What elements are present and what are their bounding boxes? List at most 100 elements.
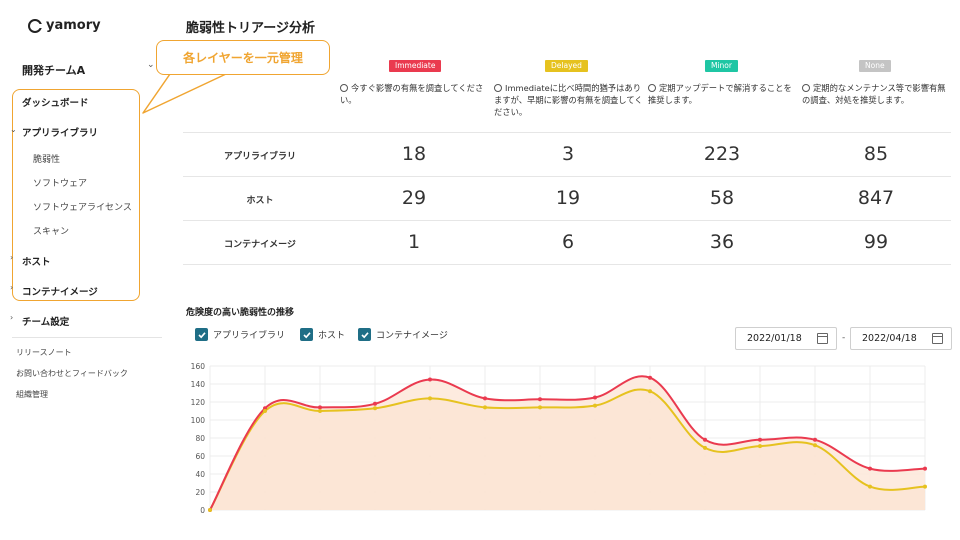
cell-host-immediate[interactable]: 29 <box>401 187 427 209</box>
cell-host-minor[interactable]: 58 <box>709 187 735 209</box>
cell-container-image-none[interactable]: 99 <box>863 231 889 253</box>
data-point-upper <box>703 437 707 442</box>
clock-icon <box>494 84 502 92</box>
calendar-icon[interactable] <box>817 333 828 344</box>
data-point-upper <box>813 437 817 442</box>
table-divider <box>183 132 951 133</box>
chevron-down-icon[interactable]: ⌄ <box>147 60 155 70</box>
chevron-right-icon[interactable]: › <box>10 313 14 322</box>
y-tick-label: 20 <box>195 488 205 497</box>
legend-container-image[interactable]: コンテナイメージ <box>358 328 448 341</box>
logo[interactable]: yamory <box>28 18 101 33</box>
sidebar-item-app-library[interactable]: アプリライブラリ <box>22 128 99 139</box>
callout-label: 各レイヤーを一元管理 <box>156 40 330 75</box>
sidebar-item-container-image[interactable]: コンテナイメージ <box>22 287 98 298</box>
data-point-upper <box>758 437 762 442</box>
row-label-container-image: コンテナイメージ <box>224 240 296 250</box>
y-tick-label: 100 <box>191 416 206 425</box>
cell-container-image-immediate[interactable]: 1 <box>407 231 421 253</box>
date-to-value: 2022/04/18 <box>862 333 917 344</box>
row-label-host: ホスト <box>246 196 274 206</box>
column-description-delayed: Immediateに比べ時間的猶予はありますが、早期に影響の有無を調査してくださ… <box>494 83 643 117</box>
data-point-upper <box>483 396 487 401</box>
chevron-right-icon[interactable]: › <box>10 283 14 292</box>
column-description-none: 定期的なメンテナンス等で影響有無の調査、対処を推奨します。 <box>802 83 946 105</box>
data-point-lower <box>703 445 707 450</box>
y-tick-label: 40 <box>195 470 205 479</box>
clock-icon <box>648 84 656 92</box>
date-separator: - <box>842 333 846 343</box>
badge-immediate: Immediate <box>389 60 442 72</box>
sidebar-item-vulnerability[interactable]: 脆弱性 <box>33 155 61 165</box>
page-title: 脆弱性トリアージ分析 <box>186 21 315 36</box>
sidebar-item-dashboard[interactable]: ダッシュボード <box>22 98 89 109</box>
table-divider <box>183 264 951 265</box>
data-point-upper <box>868 466 872 471</box>
checkbox-checked-icon[interactable] <box>300 328 313 341</box>
legend-host[interactable]: ホスト <box>300 328 345 341</box>
cell-container-image-minor[interactable]: 36 <box>709 231 735 253</box>
cell-host-none[interactable]: 847 <box>857 187 895 209</box>
data-point-upper <box>593 395 597 400</box>
sidebar-item-software-license[interactable]: ソフトウェアライセンス <box>33 203 132 213</box>
release-notes-link[interactable]: リリースノート <box>16 348 72 357</box>
badge-none: None <box>859 60 891 72</box>
badge-delayed: Delayed <box>545 60 588 72</box>
sidebar: yamory 開発チームA ⌄ ダッシュボード ⌄ アプリライブラリ 脆弱性 ソ… <box>0 0 162 540</box>
legend-app-library[interactable]: アプリライブラリ <box>195 328 285 341</box>
calendar-icon[interactable] <box>932 333 943 344</box>
badge-minor: Minor <box>705 60 738 72</box>
sidebar-item-software[interactable]: ソフトウェア <box>33 179 88 189</box>
data-point-upper <box>428 377 432 382</box>
date-from-value: 2022/01/18 <box>747 333 802 344</box>
data-point-lower <box>923 484 927 489</box>
trend-chart: 0 20 40 60 80 100 120 140 160 <box>191 362 927 515</box>
data-point-lower <box>373 406 377 411</box>
sidebar-item-scan[interactable]: スキャン <box>33 227 70 237</box>
feedback-link[interactable]: お問い合わせとフィードバック <box>16 369 128 378</box>
date-from-input[interactable]: 2022/01/18 <box>735 327 837 350</box>
data-point-lower <box>868 484 872 489</box>
sidebar-item-team-settings[interactable]: チーム設定 <box>22 317 70 328</box>
data-point-lower <box>318 409 322 413</box>
checkbox-checked-icon[interactable] <box>195 328 208 341</box>
sidebar-item-host[interactable]: ホスト <box>22 257 51 268</box>
cell-app-library-immediate[interactable]: 18 <box>401 143 427 165</box>
trend-chart-title: 危険度の高い脆弱性の推移 <box>186 308 295 318</box>
data-point-upper <box>538 397 542 402</box>
cell-app-library-delayed[interactable]: 3 <box>561 143 575 165</box>
y-tick-label: 0 <box>200 506 205 515</box>
chevron-down-icon[interactable]: ⌄ <box>10 125 17 134</box>
org-admin-link[interactable]: 組織管理 <box>16 390 48 399</box>
table-divider <box>183 220 951 221</box>
data-point-upper <box>923 466 927 471</box>
cell-app-library-none[interactable]: 85 <box>863 143 889 165</box>
y-tick-label: 140 <box>191 380 206 389</box>
clock-icon <box>802 84 810 92</box>
nav-highlight-box <box>12 89 140 301</box>
team-selector[interactable]: 開発チームA <box>22 64 86 77</box>
cell-app-library-minor[interactable]: 223 <box>703 143 741 165</box>
data-point-lower <box>428 396 432 401</box>
logo-icon <box>28 18 43 33</box>
row-label-app-library: アプリライブラリ <box>223 152 296 162</box>
data-point-lower <box>648 389 652 394</box>
data-point-lower <box>538 405 542 410</box>
sidebar-divider <box>12 337 162 338</box>
cell-container-image-delayed[interactable]: 6 <box>561 231 575 253</box>
series-area-lower <box>210 389 925 510</box>
y-tick-label: 80 <box>195 434 205 443</box>
legend-label: ホスト <box>318 331 346 341</box>
legend-label: コンテナイメージ <box>376 331 448 341</box>
data-point-lower <box>813 443 817 448</box>
data-point-lower <box>758 444 762 449</box>
cell-host-delayed[interactable]: 19 <box>555 187 581 209</box>
checkbox-checked-icon[interactable] <box>358 328 371 341</box>
data-point-lower <box>208 508 212 512</box>
data-point-lower <box>593 403 597 408</box>
legend-label: アプリライブラリ <box>213 331 286 341</box>
chevron-right-icon[interactable]: › <box>10 253 14 262</box>
date-to-input[interactable]: 2022/04/18 <box>850 327 952 350</box>
data-point-lower <box>483 405 487 410</box>
data-point-upper <box>648 375 652 380</box>
